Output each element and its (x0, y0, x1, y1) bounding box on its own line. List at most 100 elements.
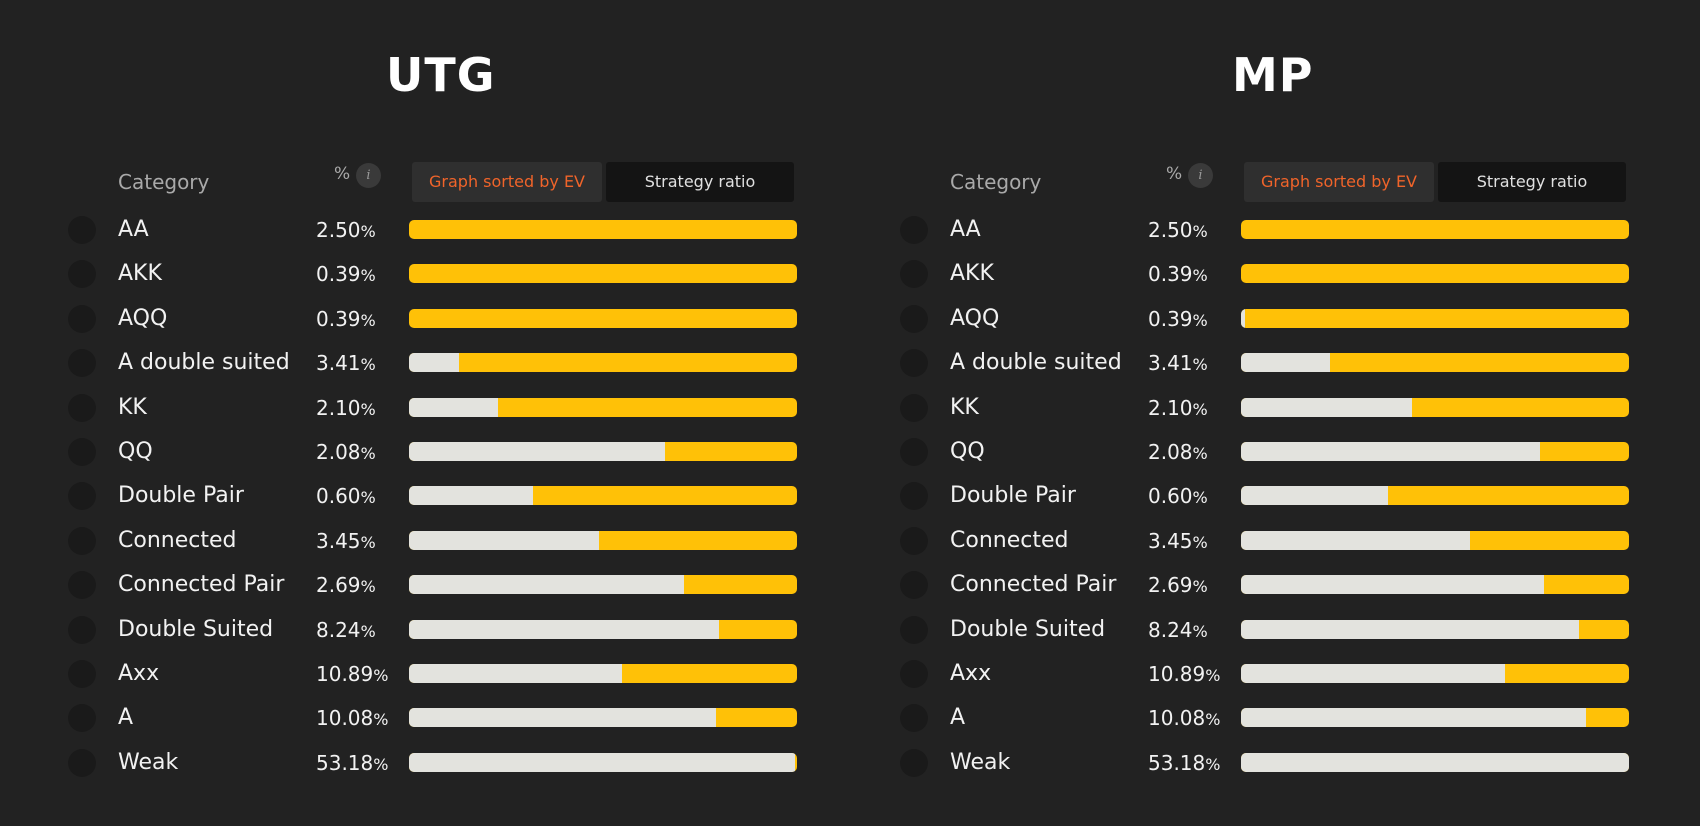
percent-value: 0.39 (316, 306, 361, 331)
percent-value: 0.39 (316, 262, 361, 287)
percent-value: 3.41 (316, 351, 361, 376)
strategy-bar (1241, 619, 1629, 639)
row-select-radio[interactable] (900, 526, 928, 555)
row-select-radio[interactable] (900, 260, 928, 289)
percent-unit: % (1192, 621, 1208, 641)
percent-value: 3.45 (1148, 528, 1193, 553)
row-select-radio[interactable] (900, 615, 928, 644)
strategy-bar (409, 708, 797, 728)
strategy-bar (1241, 308, 1629, 328)
category-percent: 0.39% (316, 263, 376, 285)
percent-unit: % (1192, 532, 1208, 552)
category-header: Category (118, 170, 210, 194)
percent-header: % (334, 164, 351, 184)
row-select-radio[interactable] (68, 482, 96, 511)
category-percent: 2.69% (316, 574, 376, 596)
row-select-radio[interactable] (900, 393, 928, 422)
row-select-radio[interactable] (68, 393, 96, 422)
row-select-radio[interactable] (900, 571, 928, 600)
row-select-radio[interactable] (68, 260, 96, 289)
category-label: Axx (950, 661, 992, 686)
percent-unit: % (360, 577, 376, 597)
category-percent: 2.08% (1148, 441, 1208, 463)
category-percent: 53.18% (1148, 752, 1220, 774)
tab-strategy-ratio[interactable]: Strategy ratio (606, 162, 794, 202)
percent-value: 10.08 (316, 706, 374, 731)
percent-value: 2.08 (1148, 440, 1193, 464)
row-select-radio[interactable] (68, 615, 96, 644)
info-icon[interactable]: i (356, 163, 381, 188)
row-select-radio[interactable] (900, 704, 928, 733)
percent-value: 2.50 (316, 218, 361, 242)
percent-unit: % (1192, 222, 1208, 241)
category-percent: 10.89% (1148, 663, 1220, 685)
row-select-radio[interactable] (68, 748, 96, 777)
tab-graph-sorted-by-ev[interactable]: Graph sorted by EV (412, 162, 602, 202)
percent-value: 2.50 (1148, 218, 1193, 242)
row-select-radio[interactable] (68, 438, 96, 466)
row-select-radio[interactable] (68, 571, 96, 600)
row-select-radio[interactable] (900, 438, 928, 466)
row-select-radio[interactable] (900, 349, 928, 378)
category-percent: 0.60% (316, 485, 376, 507)
category-row: AKK 0.39% (832, 252, 1664, 296)
percent-value: 3.45 (316, 528, 361, 553)
category-row: A double suited 3.41% (0, 341, 832, 385)
row-select-radio[interactable] (900, 216, 928, 244)
row-select-radio[interactable] (68, 526, 96, 555)
percent-value: 53.18 (1148, 750, 1206, 775)
row-select-radio[interactable] (900, 482, 928, 511)
category-label: A (950, 705, 966, 731)
strategy-bar (1241, 264, 1629, 284)
strategy-bar (1241, 397, 1629, 417)
strategy-bar (1241, 752, 1629, 772)
category-row: Weak 53.18% (832, 741, 1664, 785)
percent-unit: % (360, 355, 376, 375)
category-row: A 10.08% (832, 696, 1664, 740)
category-label: A double suited (950, 350, 1122, 376)
row-select-radio[interactable] (68, 304, 96, 333)
category-row: AKK 0.39% (0, 252, 832, 296)
category-label: QQ (950, 439, 985, 464)
percent-unit: % (1205, 754, 1221, 774)
percent-unit: % (360, 621, 376, 641)
category-percent: 2.10% (1148, 397, 1208, 419)
info-icon[interactable]: i (1188, 163, 1213, 188)
category-percent: 3.45% (316, 530, 376, 552)
strategy-bar-gray-segment (1241, 486, 1389, 506)
strategy-bar-gray-segment (1241, 530, 1470, 550)
strategy-bar-gray-segment (1241, 752, 1629, 772)
percent-value: 10.89 (1148, 662, 1206, 686)
panel-title: UTG (386, 48, 496, 102)
strategy-bar (409, 752, 797, 772)
strategy-bar-gray-segment (1241, 442, 1540, 461)
strategy-bar (409, 264, 797, 284)
percent-value: 53.18 (316, 750, 374, 775)
tab-strategy-ratio[interactable]: Strategy ratio (1438, 162, 1626, 202)
row-select-radio[interactable] (900, 304, 928, 333)
category-label: Weak (950, 749, 1011, 775)
category-label: Double Suited (950, 616, 1106, 642)
row-select-radio[interactable] (900, 660, 928, 688)
category-row: Double Suited 8.24% (832, 608, 1664, 652)
category-row: KK 2.10% (832, 386, 1664, 430)
tab-graph-sorted-by-ev[interactable]: Graph sorted by EV (1244, 162, 1434, 202)
category-label: AA (118, 217, 149, 242)
percent-header: % (1166, 164, 1183, 184)
percent-unit: % (1205, 710, 1221, 730)
strategy-bar-gray-segment (1241, 664, 1505, 683)
row-select-radio[interactable] (900, 748, 928, 777)
row-select-radio[interactable] (68, 704, 96, 733)
category-percent: 8.24% (1148, 619, 1208, 641)
category-label: Connected Pair (118, 572, 285, 598)
utg-panel: UTG Category % i Graph sorted by EV Stra… (0, 0, 832, 826)
strategy-bar-gray-segment (1241, 308, 1245, 328)
percent-unit: % (1192, 577, 1208, 597)
percent-unit: % (360, 222, 376, 241)
percent-value: 3.41 (1148, 351, 1193, 376)
row-select-radio[interactable] (68, 349, 96, 378)
category-label: Weak (118, 749, 179, 775)
row-select-radio[interactable] (68, 216, 96, 244)
category-label: A (118, 705, 134, 731)
row-select-radio[interactable] (68, 660, 96, 688)
